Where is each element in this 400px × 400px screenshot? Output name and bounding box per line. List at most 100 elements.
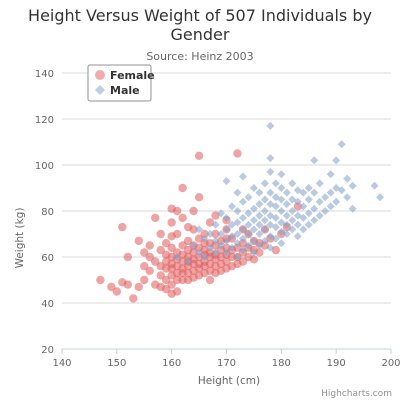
male-point[interactable] [238, 246, 247, 255]
male-point[interactable] [315, 211, 324, 220]
female-point[interactable] [189, 225, 198, 234]
male-point[interactable] [255, 241, 264, 250]
female-point[interactable] [118, 222, 127, 232]
male-point[interactable] [244, 241, 253, 250]
male-point[interactable] [282, 230, 291, 238]
male-point[interactable] [299, 225, 308, 234]
male-point[interactable] [348, 204, 357, 213]
male-point[interactable] [249, 216, 258, 225]
male-point[interactable] [195, 225, 204, 234]
male-point[interactable] [310, 156, 319, 165]
female-point[interactable] [178, 213, 187, 223]
male-point[interactable] [304, 220, 313, 229]
female-point[interactable] [140, 248, 149, 257]
male-point[interactable] [238, 197, 247, 206]
male-point[interactable] [200, 234, 209, 243]
female-point[interactable] [194, 193, 204, 202]
male-point[interactable] [266, 188, 275, 197]
male-point[interactable] [282, 220, 291, 229]
male-point[interactable] [337, 186, 346, 195]
male-point[interactable] [227, 202, 236, 211]
male-point[interactable] [277, 170, 286, 179]
male-point[interactable] [293, 220, 302, 229]
male-point[interactable] [173, 253, 182, 261]
female-point[interactable] [156, 229, 165, 239]
female-point[interactable] [140, 262, 149, 271]
male-point[interactable] [326, 170, 335, 179]
female-point[interactable] [151, 213, 160, 223]
female-point[interactable] [107, 282, 116, 292]
female-point[interactable] [96, 275, 105, 285]
male-point[interactable] [277, 239, 286, 248]
legend-item-male[interactable]: Male [95, 84, 140, 97]
male-point[interactable] [260, 225, 269, 234]
male-point[interactable] [211, 248, 220, 257]
male-point[interactable] [238, 172, 247, 181]
male-point[interactable] [321, 207, 330, 215]
male-point[interactable] [304, 209, 313, 218]
male-point[interactable] [271, 213, 280, 222]
male-point[interactable] [326, 188, 335, 197]
female-point[interactable] [134, 236, 143, 246]
female-point[interactable] [156, 245, 165, 255]
female-point[interactable] [233, 149, 242, 158]
female-point[interactable] [156, 271, 165, 280]
male-point[interactable] [315, 179, 324, 188]
male-point[interactable] [244, 209, 253, 218]
male-point[interactable] [266, 121, 275, 130]
female-point[interactable] [194, 234, 204, 243]
male-point[interactable] [326, 202, 335, 211]
male-point[interactable] [233, 239, 242, 248]
male-point[interactable] [233, 207, 242, 215]
male-point[interactable] [249, 236, 258, 245]
female-point[interactable] [161, 285, 171, 294]
female-point[interactable] [178, 183, 187, 193]
male-point[interactable] [222, 236, 231, 245]
male-point[interactable] [222, 177, 231, 186]
male-point[interactable] [293, 232, 302, 241]
male-point[interactable] [244, 193, 253, 202]
male-point[interactable] [260, 195, 269, 204]
female-point[interactable] [161, 275, 171, 285]
male-point[interactable] [321, 193, 330, 202]
male-point[interactable] [277, 184, 286, 192]
male-point[interactable] [304, 184, 313, 192]
male-point[interactable] [271, 202, 280, 211]
female-point[interactable] [249, 255, 259, 264]
male-point[interactable] [260, 207, 269, 215]
male-point[interactable] [244, 220, 253, 229]
male-point[interactable] [260, 216, 269, 225]
male-point[interactable] [266, 154, 275, 163]
female-point[interactable] [183, 236, 193, 246]
male-point[interactable] [343, 193, 352, 202]
female-point[interactable] [123, 280, 132, 289]
male-point[interactable] [282, 200, 291, 209]
male-point[interactable] [217, 209, 226, 218]
female-point[interactable] [172, 287, 182, 296]
female-point[interactable] [112, 287, 122, 296]
male-point[interactable] [337, 140, 346, 149]
female-point[interactable] [222, 257, 231, 266]
male-point[interactable] [211, 220, 220, 229]
male-point[interactable] [222, 225, 231, 234]
female-point[interactable] [205, 275, 215, 285]
female-point[interactable] [140, 275, 149, 285]
male-point[interactable] [304, 195, 313, 204]
male-point[interactable] [299, 213, 308, 222]
male-point[interactable] [255, 211, 264, 220]
male-point[interactable] [249, 204, 258, 213]
male-point[interactable] [255, 230, 264, 238]
female-point[interactable] [167, 280, 176, 289]
male-point[interactable] [211, 236, 220, 245]
male-point[interactable] [260, 236, 269, 245]
female-point[interactable] [145, 266, 154, 275]
male-point[interactable] [255, 200, 264, 209]
male-point[interactable] [370, 181, 379, 190]
male-point[interactable] [238, 213, 247, 222]
male-point[interactable] [227, 243, 236, 252]
male-point[interactable] [238, 225, 247, 234]
male-point[interactable] [233, 218, 242, 227]
male-point[interactable] [376, 193, 385, 202]
female-point[interactable] [255, 248, 264, 257]
male-point[interactable] [299, 188, 308, 197]
